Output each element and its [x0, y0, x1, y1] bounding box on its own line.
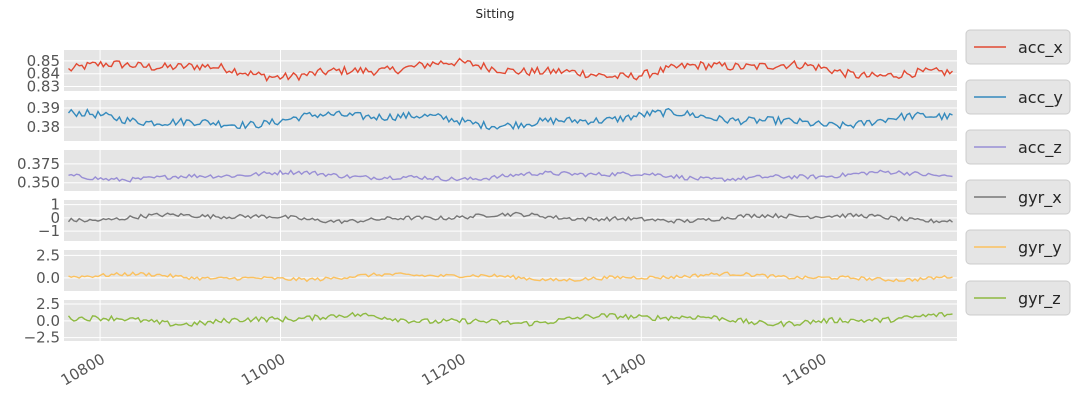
y-tick-label: −2.5: [24, 329, 60, 347]
y-tick-label: −1: [38, 222, 60, 240]
panel-acc_y: 0.380.39: [27, 99, 957, 141]
y-tick-label: 1: [50, 196, 60, 214]
legend-entry-acc_x: acc_x: [965, 29, 1071, 65]
series-line-gyr_z: [67, 311, 953, 328]
legend-label: acc_y: [1018, 88, 1063, 108]
x-tick-label: 10800: [58, 350, 108, 389]
x-tick-label: 11600: [779, 350, 829, 389]
y-tick-label: 0.375: [17, 155, 60, 173]
legend-box: [965, 129, 1071, 165]
y-tick-label: 0: [50, 209, 60, 227]
panel-background: [64, 100, 957, 141]
y-tick-label: 0.350: [17, 174, 60, 192]
y-tick-label: 2.5: [36, 295, 60, 313]
panel-gyr_y: 0.02.5: [36, 246, 957, 291]
legend-label: acc_x: [1018, 38, 1063, 58]
series-line-acc_z: [68, 169, 953, 183]
legend-entry-gyr_z: gyr_z: [965, 280, 1071, 316]
panel-gyr_z: −2.50.02.5: [24, 295, 957, 347]
legend-box: [965, 29, 1071, 65]
legend-box: [965, 179, 1071, 215]
series-line-acc_x: [68, 57, 953, 83]
series-line-gyr_y: [68, 271, 953, 283]
y-tick-label: 0.38: [27, 118, 60, 136]
panel-gyr_x: −101: [38, 196, 957, 241]
panel-acc_x: 0.830.840.85: [27, 50, 957, 96]
series-line-acc_y: [67, 107, 953, 131]
y-tick-label: 0.39: [27, 99, 60, 117]
legend-label: gyr_y: [1018, 238, 1062, 258]
y-tick-label: 0.84: [27, 65, 60, 83]
legend-entry-gyr_x: gyr_x: [965, 179, 1071, 215]
panel-background: [64, 50, 957, 91]
y-tick-label: 0.0: [36, 269, 60, 287]
legend-label: gyr_x: [1018, 188, 1062, 208]
x-tick-label: 11000: [238, 350, 288, 389]
series-line-gyr_x: [67, 211, 953, 225]
panel-background: [64, 250, 957, 291]
y-tick-label: 0.83: [27, 78, 60, 96]
legend-entry-gyr_y: gyr_y: [965, 229, 1071, 265]
y-tick-label: 0.85: [27, 52, 60, 70]
y-tick-label: 0.0: [36, 312, 60, 330]
legend-label: acc_z: [1018, 138, 1062, 158]
legend-entry-acc_z: acc_z: [965, 129, 1071, 165]
chart-title: Sitting: [476, 7, 515, 21]
legend-entry-acc_y: acc_y: [965, 79, 1071, 115]
x-tick-label: 11200: [419, 350, 469, 389]
legend-box: [965, 79, 1071, 115]
legend-box: [965, 280, 1071, 316]
legend-box: [965, 229, 1071, 265]
x-tick-label: 11400: [599, 350, 649, 389]
legend-label: gyr_z: [1018, 289, 1061, 309]
y-tick-label: 2.5: [36, 246, 60, 264]
panel-background: [64, 200, 957, 241]
panel-background: [64, 150, 957, 191]
